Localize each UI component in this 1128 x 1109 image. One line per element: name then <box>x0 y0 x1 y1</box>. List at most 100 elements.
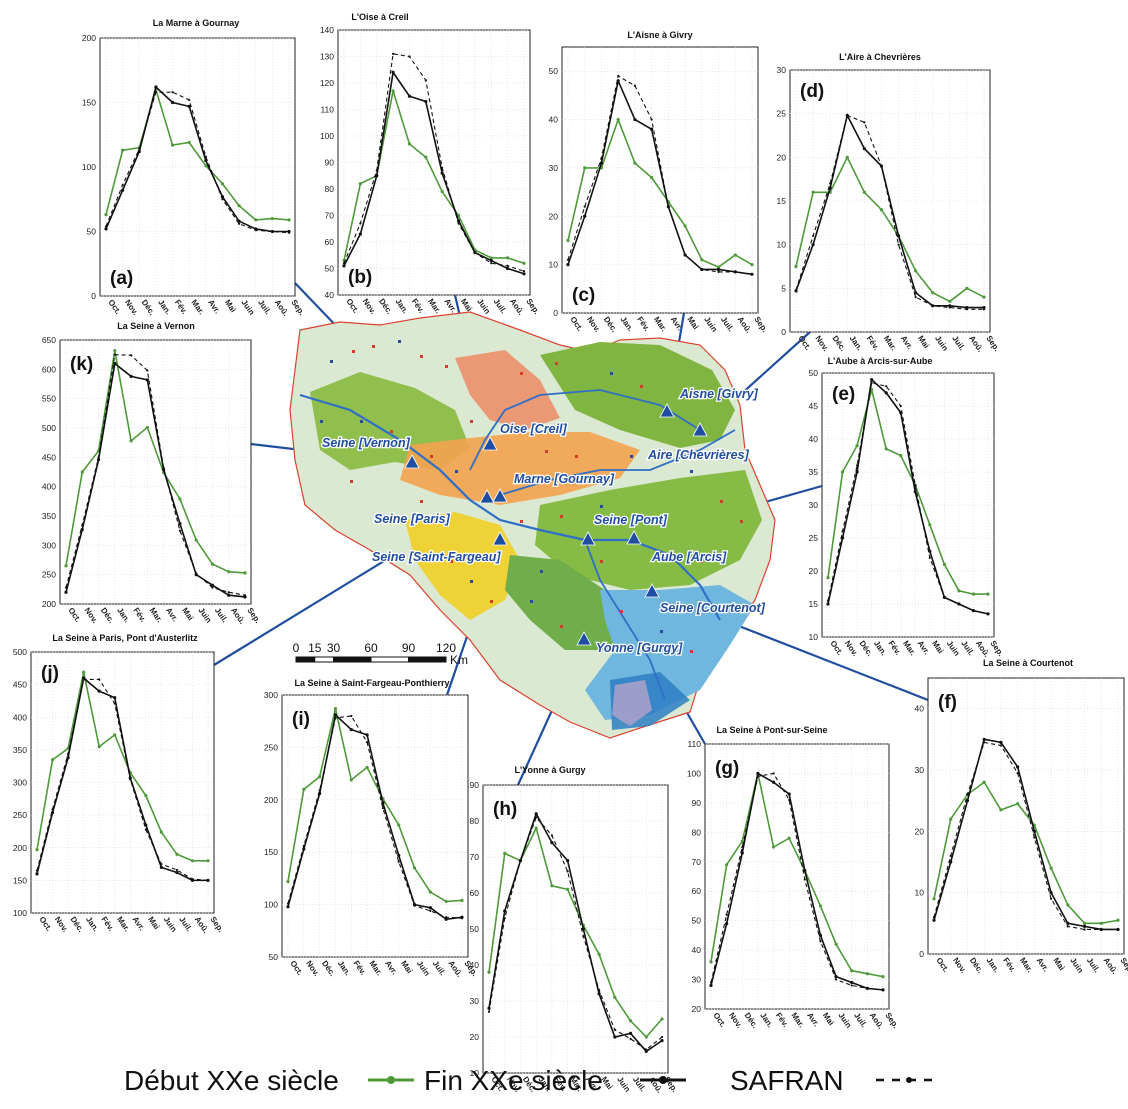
series-safran-line <box>36 678 209 881</box>
y-tick-label: 300 <box>13 778 27 788</box>
series-fin-line <box>105 85 289 233</box>
station-label: Seine [Courtenot] <box>660 601 766 615</box>
y-tick-label: 20 <box>692 1004 702 1014</box>
series-debut-point <box>1099 921 1103 925</box>
series-safran-point <box>850 984 853 987</box>
series-debut-point <box>818 904 823 908</box>
series-safran-line <box>827 382 989 615</box>
series-fin-point <box>80 527 84 532</box>
y-tick-label: 150 <box>82 98 96 108</box>
gauge-marker <box>330 360 333 363</box>
y-tick-label: 200 <box>42 599 56 609</box>
series-fin-line <box>567 78 753 276</box>
x-tick-label: Déc. <box>602 315 619 334</box>
series-debut-point <box>1016 802 1020 806</box>
series-safran-point <box>741 845 744 849</box>
y-tick-label: 250 <box>13 810 27 820</box>
series-safran-point <box>725 913 728 916</box>
x-tick-label: Juin <box>615 1075 632 1094</box>
scale-tick-label: 60 <box>364 641 378 655</box>
series-fin-point <box>811 243 815 247</box>
series-fin-point <box>113 696 117 700</box>
gauge-marker <box>660 520 663 523</box>
x-tick-label: Oct. <box>344 297 360 315</box>
series-debut-point <box>144 793 148 798</box>
x-tick-label: Fév. <box>352 959 368 977</box>
scale-segment <box>408 656 447 663</box>
station-triangle-icon <box>492 531 508 546</box>
series-fin-point <box>489 258 493 263</box>
series-debut-point <box>407 142 412 146</box>
series-fin-point <box>949 860 953 864</box>
series-debut-point <box>80 470 84 474</box>
series-fin-point <box>709 983 713 988</box>
x-tick-label: Sep. <box>883 1011 900 1030</box>
series-fin-point <box>349 727 353 732</box>
series-safran-point <box>35 869 39 872</box>
series-safran-point <box>397 860 400 863</box>
y-tick-label: 60 <box>325 237 335 247</box>
x-tick-label: Aoû. <box>273 298 291 318</box>
station-triangle-icon <box>482 436 498 451</box>
y-tick-label: 10 <box>470 1068 480 1078</box>
series-safran-point <box>597 989 601 992</box>
x-tick-label: Juin <box>415 959 432 978</box>
x-tick-label: Jan. <box>84 915 101 933</box>
series-safran-point <box>986 612 990 616</box>
station-label: Aisne [Givry] <box>679 387 759 401</box>
series-fin-line <box>710 772 884 991</box>
series-safran-point <box>629 1037 632 1040</box>
series-fin-line <box>933 738 1118 931</box>
series-debut-point <box>424 155 428 159</box>
series-fin-point <box>506 266 510 271</box>
x-tick-label: Jan. <box>985 956 1002 974</box>
x-tick-label: Juil. <box>492 297 509 315</box>
y-tick-label: 40 <box>470 960 480 970</box>
series-safran-point <box>121 183 124 187</box>
x-tick-label: Nov. <box>361 297 378 316</box>
series-safran-point <box>429 909 432 912</box>
scale-segment <box>295 656 316 663</box>
series-debut-point <box>840 470 845 474</box>
series-fin-point <box>104 227 108 231</box>
x-tick-label: Nov. <box>727 1011 744 1030</box>
x-tick-label: Déc. <box>831 334 848 353</box>
series-safran-point <box>1033 836 1036 839</box>
x-tick-label: Juil. <box>631 1075 648 1093</box>
station-label: Seine [Paris] <box>374 512 451 526</box>
series-debut-point <box>1082 921 1087 925</box>
series-debut-line <box>65 350 246 574</box>
series-fin-point <box>391 70 395 74</box>
gauge-marker <box>545 450 548 453</box>
station-label: Aube [Arcis] <box>651 550 727 564</box>
series-fin-point <box>716 267 721 272</box>
series-debut-point <box>287 218 291 222</box>
legend-label-fin: Fin XXe siècle <box>424 1065 603 1096</box>
station-triangle-icon <box>479 489 495 504</box>
gauge-marker <box>372 345 375 348</box>
legend-swatch-fin-marker <box>659 1076 667 1084</box>
x-tick-label: Oct. <box>568 315 584 333</box>
series-safran-point <box>195 572 198 575</box>
series-debut-point <box>318 775 322 779</box>
y-tick-label: 130 <box>320 52 334 62</box>
series-debut-point <box>811 190 815 194</box>
chart-title: L'Aube à Arcis-sur-Aube <box>828 356 933 366</box>
y-tick-label: 35 <box>809 467 819 477</box>
series-debut-line <box>795 155 985 303</box>
series-debut-line <box>287 708 463 903</box>
series-safran-point <box>1083 928 1086 931</box>
series-safran-point <box>863 121 866 124</box>
series-fin-point <box>129 374 133 378</box>
series-debut-point <box>750 263 754 267</box>
station-label: Marne [Gournay] <box>514 472 615 486</box>
series-debut-point <box>227 570 231 574</box>
y-tick-label: 300 <box>42 540 56 550</box>
series-fin-point <box>286 905 290 909</box>
scale-tick-label: 30 <box>327 641 341 655</box>
y-tick-label: 30 <box>777 65 787 75</box>
x-tick-label: Déc. <box>320 959 337 978</box>
series-fin-point <box>932 918 936 922</box>
